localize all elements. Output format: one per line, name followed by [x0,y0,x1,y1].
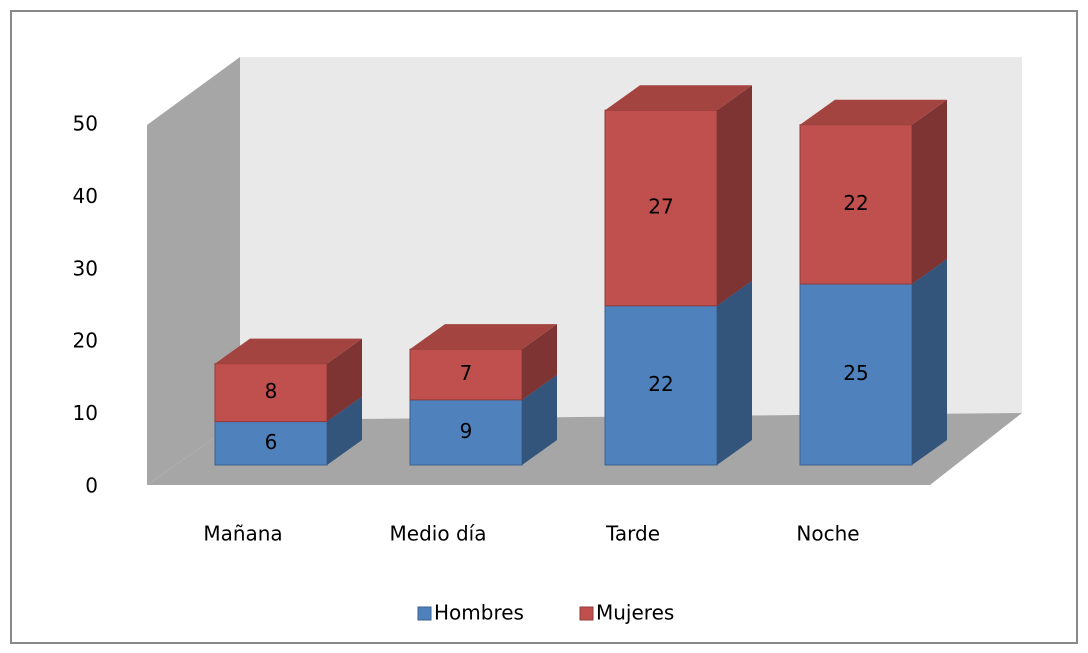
bar-segment [799,124,913,285]
legend-label: Mujeres [596,601,674,625]
y-tick-label: 30 [73,256,98,280]
data-label: 8 [265,379,278,403]
bar-top [215,338,362,364]
x-tick-label: Medio día [390,522,487,546]
y-tick-label: 50 [73,112,98,136]
data-label: 22 [648,372,673,396]
data-label: 6 [265,430,278,454]
y-tick-label: 40 [73,184,98,208]
legend-swatch [579,606,594,621]
bar-side [912,259,947,465]
bar-top [605,85,752,111]
y-tick-label: 10 [73,401,98,425]
bar-side [717,85,752,306]
bar-side [912,99,947,284]
legend-swatch [417,606,432,621]
data-label: 7 [460,361,473,385]
data-label: 9 [460,419,473,443]
data-label: 27 [648,194,673,218]
x-tick-label: Tarde [605,522,660,546]
bar-segment [604,305,718,466]
bar-side [522,374,557,465]
bar-segment [799,283,913,466]
y-tick-label: 0 [85,474,98,498]
x-tick-label: Mañana [203,522,282,546]
data-label: 22 [843,191,868,215]
legend-label: Hombres [434,601,524,625]
bar-side [717,280,752,465]
x-tick-label: Noche [796,522,859,546]
y-tick-label: 20 [73,329,98,353]
bar-segment [409,348,523,401]
bar-segment [214,421,328,466]
bar-side [327,396,362,465]
bar-segment [409,399,523,466]
bar-side [522,324,557,400]
bar-top [800,99,947,125]
bar-segment [604,109,718,307]
bar-top [410,324,557,350]
bar-side [327,338,362,422]
data-label: 25 [843,361,868,385]
